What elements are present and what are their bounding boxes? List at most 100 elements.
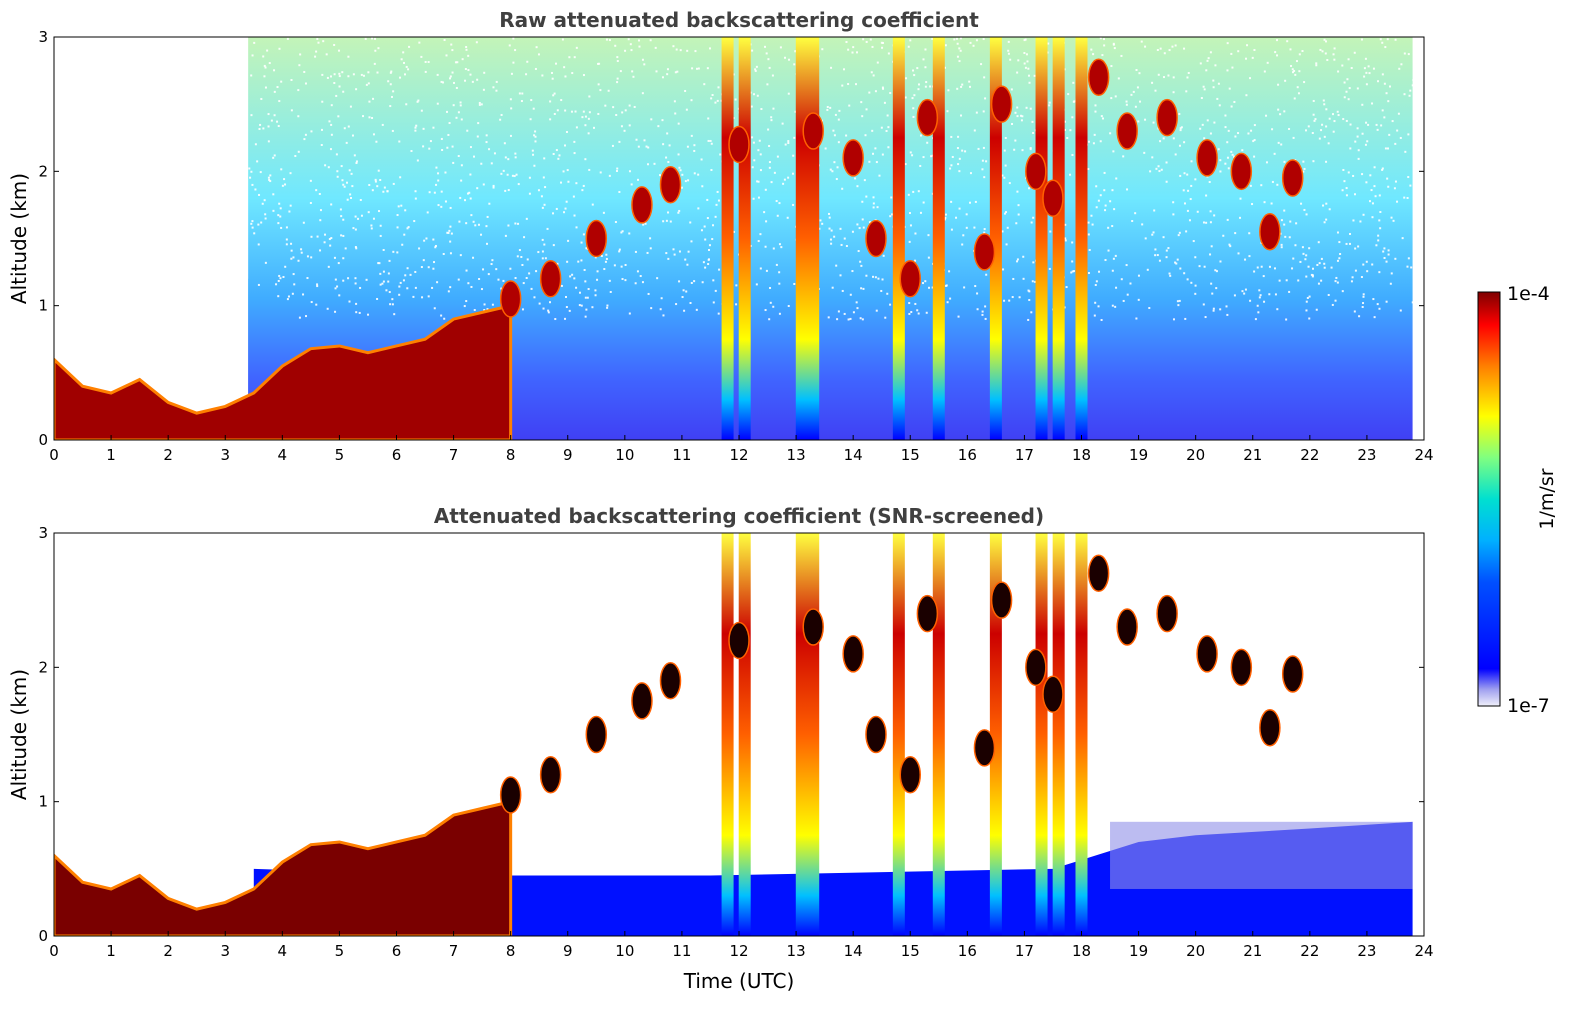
x-tick-label: 20 (1186, 942, 1205, 960)
cloud-patch (1230, 648, 1253, 687)
y-tick-label: 2 (38, 658, 48, 676)
cloud-patch (1259, 213, 1281, 251)
cloud-column (1075, 533, 1088, 936)
heatmap-layers (54, 37, 1415, 440)
colorbar-gradient (1477, 291, 1501, 707)
cloud-column (892, 533, 905, 936)
cloud-patch (631, 186, 653, 224)
cloud-patch (539, 756, 562, 794)
x-axis-label: Time (UTC) (683, 969, 795, 993)
x-tick-label: 0 (49, 446, 59, 464)
cloud-column (989, 533, 1002, 936)
cloud-column (892, 37, 905, 440)
cloud-column (721, 533, 734, 936)
heatmap-layers (54, 533, 1413, 936)
x-tick-label: 9 (563, 446, 573, 464)
x-tick-label: 11 (672, 942, 691, 960)
cloud-column (1075, 37, 1088, 440)
x-tick-label: 1 (106, 446, 116, 464)
x-tick-label: 16 (958, 446, 977, 464)
cloud-patch (802, 608, 824, 646)
x-tick-label: 21 (1243, 446, 1262, 464)
x-tick-label: 16 (958, 942, 977, 960)
cloud-patch (899, 756, 921, 794)
x-tick-label: 24 (1414, 446, 1433, 464)
panel-title: Attenuated backscattering coefficient (S… (434, 504, 1044, 528)
x-tick-label: 6 (392, 942, 402, 960)
x-tick-label: 7 (449, 942, 459, 960)
cloud-patch (1087, 554, 1110, 593)
cloud-patch (659, 662, 682, 700)
cloud-patch (865, 715, 887, 754)
cloud-patch (585, 715, 608, 754)
cloud-patch (990, 85, 1013, 123)
cloud-patch (842, 635, 864, 673)
cloud-patch (1087, 58, 1110, 97)
x-tick-label: 17 (1015, 942, 1034, 960)
cloud-patch (1259, 709, 1281, 747)
cloud-patch (1230, 152, 1253, 191)
cloud-patch (631, 682, 653, 720)
x-tick-label: 21 (1243, 942, 1262, 960)
x-tick-label: 0 (49, 942, 59, 960)
x-tick-label: 10 (615, 942, 634, 960)
cloud-column (738, 37, 751, 440)
x-tick-label: 2 (163, 942, 173, 960)
y-tick-label: 0 (38, 431, 48, 449)
y-tick-label: 0 (38, 927, 48, 945)
colorbar-max-label: 1e-4 (1507, 283, 1550, 305)
x-tick-label: 5 (335, 942, 345, 960)
colorbar: 1e-4 1e-7 1/m/sr (1477, 283, 1558, 717)
x-tick-label: 12 (729, 942, 748, 960)
cloud-patch (899, 260, 921, 298)
cloud-patch (1281, 159, 1304, 197)
y-tick-label: 2 (38, 162, 48, 180)
cloud-patch (802, 112, 824, 150)
cloud-patch (659, 166, 682, 204)
cloud-patch (1042, 179, 1064, 217)
cloud-patch (499, 280, 522, 318)
x-tick-label: 4 (278, 446, 288, 464)
cloud-patch (728, 621, 750, 660)
x-tick-label: 8 (506, 446, 516, 464)
panel-title: Raw attenuated backscattering coefficien… (499, 8, 979, 32)
cloud-column (932, 533, 945, 936)
cloud-patch (1116, 608, 1138, 646)
x-tick-label: 18 (1072, 942, 1091, 960)
cloud-patch (916, 98, 939, 137)
x-tick-label: 5 (335, 446, 345, 464)
x-tick-label: 22 (1300, 446, 1319, 464)
x-tick-label: 20 (1186, 446, 1205, 464)
cloud-column (807, 533, 820, 936)
cloud-column (795, 37, 808, 440)
cloud-patch (1196, 635, 1218, 673)
x-tick-label: 10 (615, 446, 634, 464)
y-tick-label: 3 (38, 28, 48, 46)
x-tick-label: 8 (506, 942, 516, 960)
cloud-patch (916, 594, 939, 633)
x-tick-label: 6 (392, 446, 402, 464)
x-tick-label: 3 (220, 942, 230, 960)
x-tick-label: 12 (729, 446, 748, 464)
cloud-patch (539, 260, 562, 298)
boundary-layer (54, 799, 513, 936)
y-tick-label: 1 (38, 793, 48, 811)
cloud-patch (1025, 648, 1047, 687)
cloud-patch (973, 729, 996, 767)
axis-ticks: 0 1 2 3 4 5 6 7 8 9 10 11 12 13 14 15 16 17 18 19 20 21 22 23 24… (38, 28, 1433, 464)
x-tick-label: 14 (844, 446, 863, 464)
cloud-patch (499, 776, 522, 814)
cloud-patch (728, 125, 750, 164)
boundary-layer (54, 303, 513, 440)
x-tick-label: 4 (278, 942, 288, 960)
x-tick-label: 19 (1129, 446, 1148, 464)
cloud-column (989, 37, 1002, 440)
screened-backscatter-panel: Attenuated backscattering coefficient (S… (7, 504, 1434, 993)
cloud-patch (973, 233, 996, 271)
cloud-patch (1025, 152, 1047, 191)
x-tick-label: 13 (787, 942, 806, 960)
cloud-patch (1116, 112, 1138, 150)
x-tick-label: 3 (220, 446, 230, 464)
colorbar-min-label: 1e-7 (1507, 695, 1550, 717)
